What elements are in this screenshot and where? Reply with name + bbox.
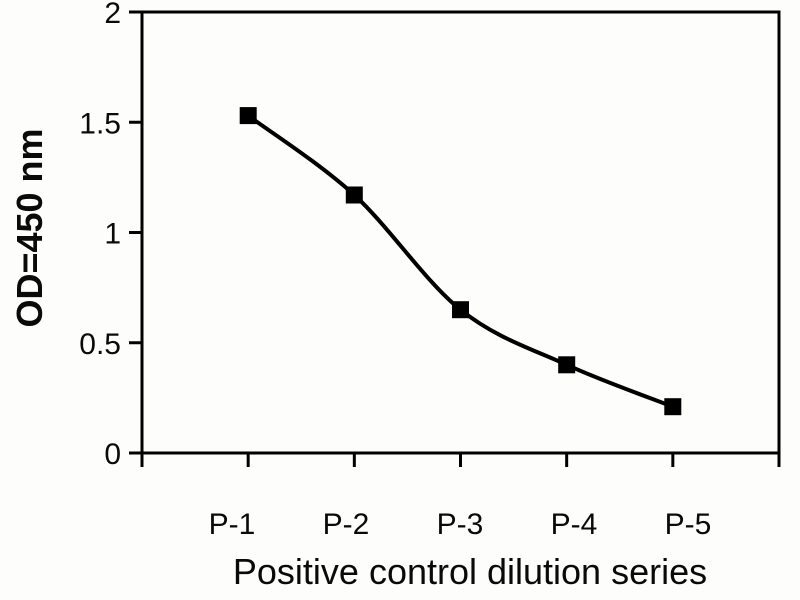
x-axis-title: Positive control dilution series	[232, 551, 708, 592]
plot-border	[140, 10, 781, 455]
x-category-label: P-3	[437, 508, 484, 541]
data-point-marker	[239, 107, 257, 125]
x-category-label: P-4	[551, 508, 598, 541]
data-point-marker	[664, 398, 682, 416]
series-line	[246, 113, 675, 409]
y-tick-label: 0	[104, 438, 121, 471]
y-tick-label: 0.5	[79, 328, 121, 361]
y-tick-label: 2	[104, 0, 121, 30]
y-tick-label: 1	[104, 218, 121, 251]
x-category-label: P-1	[209, 508, 256, 541]
x-category-label: P-5	[665, 508, 712, 541]
y-tick-label: 1.5	[79, 107, 121, 140]
data-point-marker	[345, 186, 363, 204]
data-point-marker	[558, 356, 576, 374]
y-axis-title: OD=450 nm	[9, 128, 50, 328]
x-category-label: P-2	[323, 508, 370, 541]
data-point-marker	[452, 301, 469, 319]
